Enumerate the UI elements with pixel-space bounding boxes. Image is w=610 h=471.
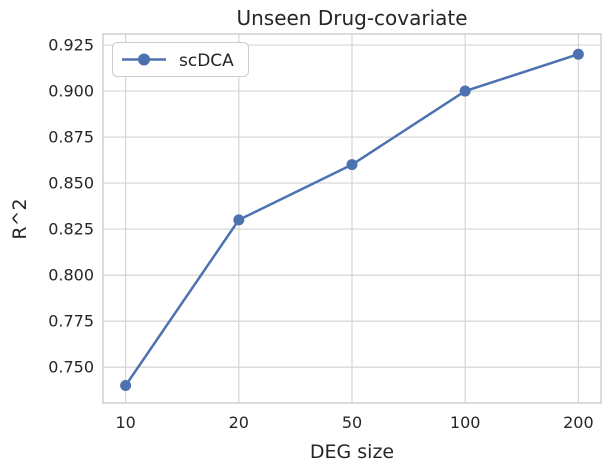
x-tick-label: 20 bbox=[229, 413, 249, 432]
y-tick-label: 0.800 bbox=[48, 266, 94, 285]
x-axis-label: DEG size bbox=[310, 441, 394, 463]
y-tick-label: 0.825 bbox=[48, 220, 94, 239]
x-tick-label: 10 bbox=[115, 413, 135, 432]
plot-border bbox=[102, 33, 602, 404]
chart-title: Unseen Drug-covariate bbox=[236, 6, 467, 30]
x-tick-label: 50 bbox=[342, 413, 362, 432]
legend-box bbox=[112, 42, 249, 77]
data-point bbox=[233, 214, 245, 226]
x-tick-label: 100 bbox=[450, 413, 481, 432]
y-tick-label: 0.775 bbox=[48, 312, 94, 331]
x-tick-label: 200 bbox=[563, 413, 594, 432]
y-axis-label: R^2 bbox=[9, 198, 31, 239]
data-point bbox=[120, 380, 132, 392]
y-tick-label: 0.875 bbox=[48, 128, 94, 147]
data-point bbox=[346, 159, 358, 171]
y-tick-label: 0.850 bbox=[48, 174, 94, 193]
legend-label: scDCA bbox=[179, 51, 234, 71]
legend: scDCA bbox=[112, 42, 249, 77]
y-tick-label: 0.900 bbox=[48, 82, 94, 101]
data-series bbox=[120, 48, 584, 392]
legend-marker-icon bbox=[138, 53, 150, 66]
y-tick-label: 0.925 bbox=[48, 36, 94, 55]
tick-labels: 0.750 0.775 0.800 0.825 0.850 0.875 0.900 0.925… bbox=[48, 36, 593, 432]
data-point bbox=[459, 85, 471, 97]
y-tick-label: 0.750 bbox=[48, 358, 94, 377]
data-point bbox=[572, 48, 584, 60]
gridlines bbox=[103, 34, 601, 403]
